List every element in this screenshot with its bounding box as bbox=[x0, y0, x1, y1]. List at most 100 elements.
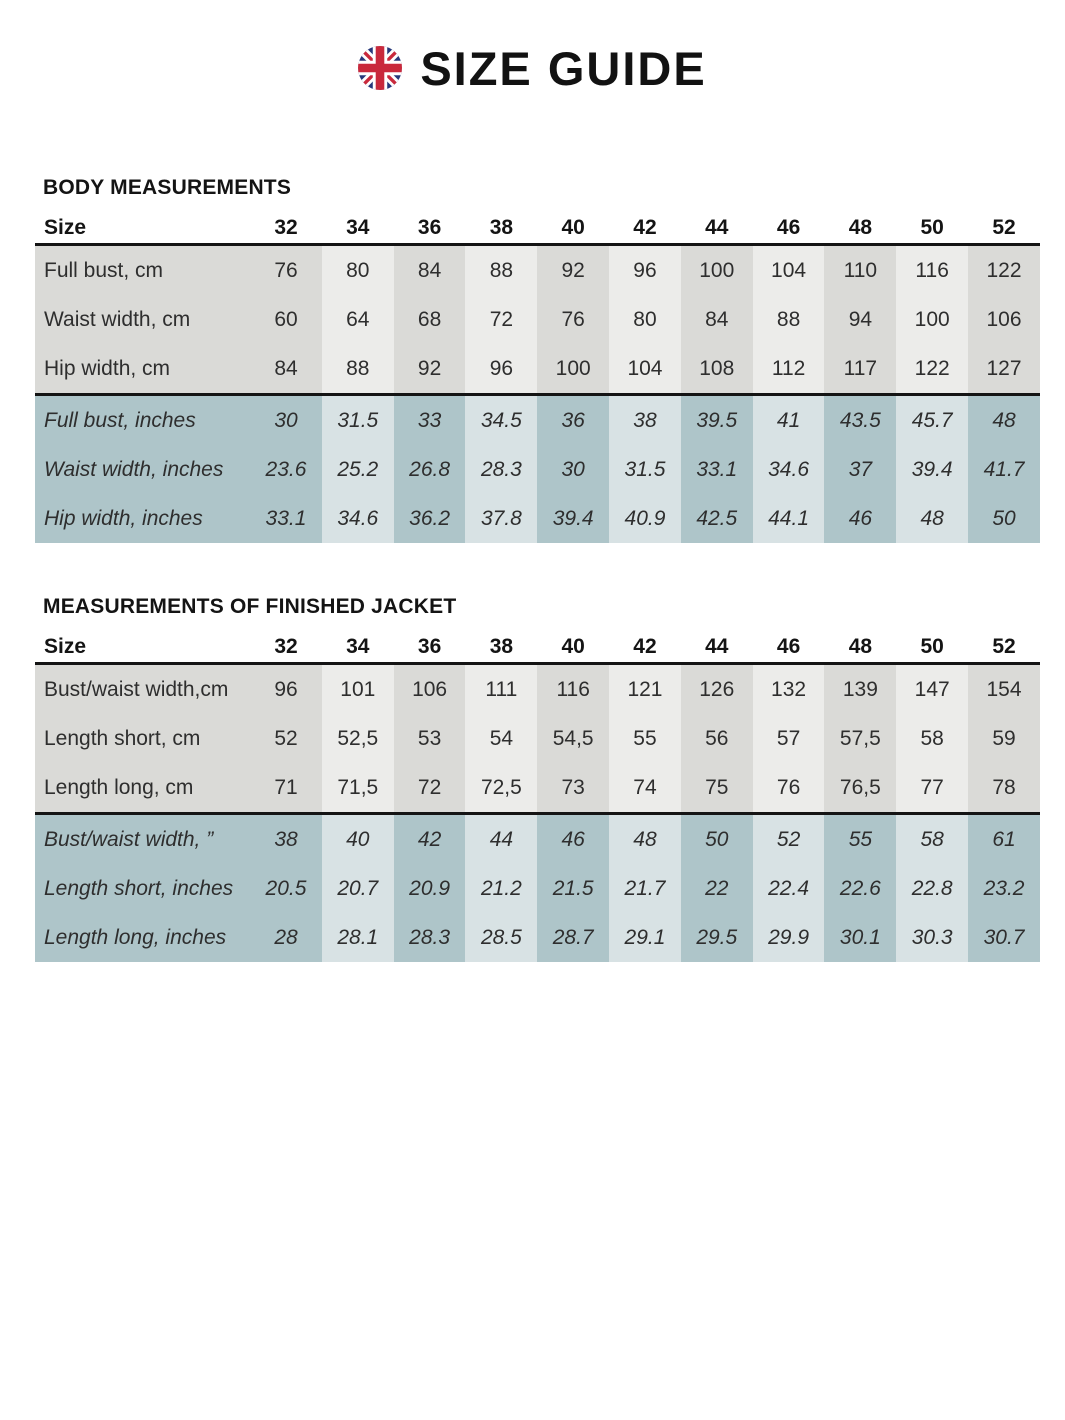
value-cell: 40.9 bbox=[609, 494, 681, 543]
value-cell: 127 bbox=[968, 344, 1040, 395]
finished-jacket-table: Size 32 34 36 38 40 42 44 46 48 50 52 Bust/waist wid… bbox=[35, 632, 1040, 962]
size-column-header: 42 bbox=[609, 632, 681, 665]
size-column-header: 50 bbox=[896, 632, 969, 665]
value-cell: 30.3 bbox=[896, 913, 969, 962]
value-cell: 52 bbox=[752, 812, 825, 864]
table-row: Waist width, cm 60 64 68 72 76 80 84 88 94 100 106 bbox=[35, 295, 1040, 344]
value-cell: 58 bbox=[896, 714, 969, 763]
value-cell: 111 bbox=[465, 663, 538, 714]
value-cell: 45.7 bbox=[896, 393, 969, 445]
table-row: Bust/waist width, ” 38 40 42 44 46 48 50 52 55 58 6… bbox=[35, 812, 1040, 864]
value-cell: 122 bbox=[968, 244, 1040, 295]
finished-jacket-heading: MEASUREMENTS OF FINISHED JACKET bbox=[43, 595, 457, 618]
size-column-header: 38 bbox=[465, 213, 538, 246]
size-column-header: 48 bbox=[824, 213, 897, 246]
table-row: Hip width, cm 84 88 92 96 100 104 108 112 117 122 1… bbox=[35, 344, 1040, 395]
value-cell: 54,5 bbox=[537, 714, 610, 763]
page-title: SIZE GUIDE bbox=[420, 41, 707, 95]
row-label: Length long, cm bbox=[35, 763, 251, 814]
value-cell: 38 bbox=[250, 812, 322, 864]
value-cell: 84 bbox=[680, 295, 753, 344]
value-cell: 100 bbox=[680, 244, 753, 295]
size-column-header: 32 bbox=[250, 632, 322, 665]
value-cell: 116 bbox=[896, 244, 969, 295]
value-cell: 72 bbox=[393, 763, 466, 814]
value-cell: 154 bbox=[968, 663, 1040, 714]
size-column-header: 42 bbox=[609, 213, 681, 246]
value-cell: 25.2 bbox=[321, 445, 394, 494]
value-cell: 76 bbox=[752, 763, 825, 814]
value-cell: 147 bbox=[896, 663, 969, 714]
value-cell: 72 bbox=[465, 295, 538, 344]
value-cell: 20.5 bbox=[250, 864, 322, 913]
value-cell: 117 bbox=[824, 344, 897, 395]
value-cell: 57,5 bbox=[824, 714, 897, 763]
value-cell: 21.2 bbox=[465, 864, 538, 913]
value-cell: 37 bbox=[824, 445, 897, 494]
body-measurements-section: BODY MEASUREMENTS Size 32 34 36 38 40 42 44 46 48… bbox=[35, 176, 1040, 543]
value-cell: 21.7 bbox=[609, 864, 681, 913]
table-row: Full bust, inches 30 31.5 33 34.5 36 38 39.5 41 4… bbox=[35, 393, 1040, 445]
size-column-header: 40 bbox=[537, 213, 610, 246]
size-column-header: 36 bbox=[393, 632, 466, 665]
value-cell: 52,5 bbox=[321, 714, 394, 763]
value-cell: 58 bbox=[896, 812, 969, 864]
value-cell: 48 bbox=[968, 393, 1040, 445]
value-cell: 126 bbox=[680, 663, 753, 714]
value-cell: 37.8 bbox=[465, 494, 538, 543]
row-label: Bust/waist width,cm bbox=[35, 663, 251, 714]
row-label: Hip width, inches bbox=[35, 494, 251, 543]
value-cell: 22.4 bbox=[752, 864, 825, 913]
value-cell: 29.1 bbox=[609, 913, 681, 962]
value-cell: 96 bbox=[609, 244, 681, 295]
value-cell: 52 bbox=[250, 714, 322, 763]
value-cell: 28.7 bbox=[537, 913, 610, 962]
value-cell: 80 bbox=[321, 244, 394, 295]
value-cell: 78 bbox=[968, 763, 1040, 814]
value-cell: 41.7 bbox=[968, 445, 1040, 494]
value-cell: 36.2 bbox=[393, 494, 466, 543]
value-cell: 76,5 bbox=[824, 763, 897, 814]
size-column-header: 50 bbox=[896, 213, 969, 246]
value-cell: 46 bbox=[537, 812, 610, 864]
value-cell: 71 bbox=[250, 763, 322, 814]
value-cell: 41 bbox=[752, 393, 825, 445]
value-cell: 59 bbox=[968, 714, 1040, 763]
row-label: Full bust, inches bbox=[35, 393, 251, 445]
value-cell: 29.9 bbox=[752, 913, 825, 962]
row-label: Length long, inches bbox=[35, 913, 251, 962]
value-cell: 80 bbox=[609, 295, 681, 344]
size-corner-label: Size bbox=[35, 632, 251, 665]
value-cell: 28.5 bbox=[465, 913, 538, 962]
row-label: Length short, inches bbox=[35, 864, 251, 913]
value-cell: 100 bbox=[537, 344, 610, 395]
uk-flag-icon bbox=[358, 46, 403, 90]
value-cell: 40 bbox=[321, 812, 394, 864]
value-cell: 48 bbox=[896, 494, 969, 543]
value-cell: 38 bbox=[609, 393, 681, 445]
value-cell: 94 bbox=[824, 295, 897, 344]
value-cell: 20.7 bbox=[321, 864, 394, 913]
value-cell: 46 bbox=[824, 494, 897, 543]
value-cell: 33.1 bbox=[680, 445, 753, 494]
value-cell: 96 bbox=[465, 344, 538, 395]
size-column-header: 38 bbox=[465, 632, 538, 665]
value-cell: 39.5 bbox=[680, 393, 753, 445]
table-row: Length short, inches 20.5 20.7 20.9 21.2 21.5… bbox=[35, 864, 1040, 913]
value-cell: 33 bbox=[393, 393, 466, 445]
value-cell: 42.5 bbox=[680, 494, 753, 543]
table-row: Full bust, cm 76 80 84 88 92 96 100 104 110 116 122 bbox=[35, 244, 1040, 295]
value-cell: 76 bbox=[250, 244, 322, 295]
value-cell: 110 bbox=[824, 244, 897, 295]
value-cell: 72,5 bbox=[465, 763, 538, 814]
value-cell: 55 bbox=[824, 812, 897, 864]
value-cell: 31.5 bbox=[321, 393, 394, 445]
value-cell: 36 bbox=[537, 393, 610, 445]
size-column-header: 52 bbox=[968, 213, 1040, 246]
size-column-header: 52 bbox=[968, 632, 1040, 665]
value-cell: 26.8 bbox=[393, 445, 466, 494]
value-cell: 22.8 bbox=[896, 864, 969, 913]
value-cell: 20.9 bbox=[393, 864, 466, 913]
size-corner-label: Size bbox=[35, 213, 251, 246]
value-cell: 104 bbox=[752, 244, 825, 295]
